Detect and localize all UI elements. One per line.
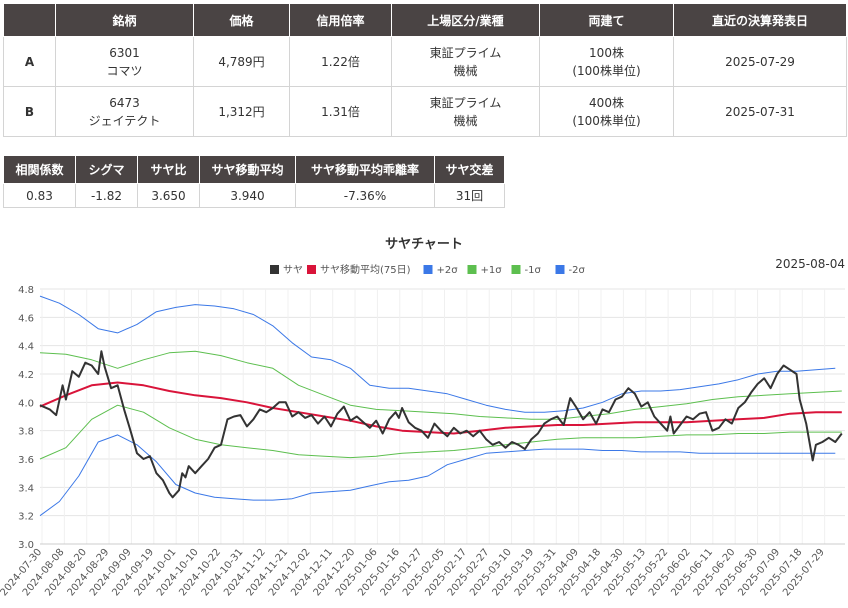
- header-market-sector: 上場区分/業種: [391, 3, 540, 37]
- margin-ratio-cell: 1.31倍: [289, 86, 392, 137]
- chart-legend: サヤ サヤ移動平均(75日) +2σ +1σ -1σ -2σ: [270, 263, 585, 276]
- series-line-2: [39, 295, 836, 413]
- stock-code[interactable]: 6301: [109, 45, 140, 60]
- y-tick-label: 3.4: [18, 483, 34, 494]
- spread-crosses-value: 31回: [434, 183, 505, 208]
- stock-name[interactable]: ジェイテクト: [88, 113, 161, 128]
- sigma-value: -1.82: [75, 183, 138, 208]
- margin-ratio-cell: 1.22倍: [289, 36, 392, 87]
- legend-swatch: [555, 265, 565, 274]
- header-stock: 銘柄: [55, 3, 194, 37]
- series-line-3: [39, 350, 842, 420]
- chart-date: 2025-08-04: [775, 257, 845, 271]
- legend-label: -2σ: [569, 265, 586, 276]
- legend-label: +1σ: [481, 265, 503, 276]
- series-line-4: [39, 404, 842, 460]
- stock-cell[interactable]: 6301 コマツ: [55, 36, 194, 87]
- row-label: B: [3, 86, 56, 137]
- series-line-5: [39, 434, 836, 517]
- market-label: 東証プライム: [429, 45, 502, 60]
- spread-chart: サヤチャート 2025-08-04 サヤ サヤ移動平均(75日) +2σ +1σ -1σ…: [0, 237, 845, 599]
- legend-swatch: [307, 265, 316, 274]
- pair-table-header: 銘柄 価格 信用倍率 上場区分/業種 両建て 直近の決算発表日: [3, 3, 847, 37]
- y-tick-label: 3.2: [18, 512, 34, 523]
- market-sector-cell: 東証プライム 機械: [391, 86, 540, 137]
- earnings-date-cell: 2025-07-31: [673, 86, 847, 137]
- table-row: B 6473 ジェイテクト 1,312円 1.31倍 東証プライム 機械 400株 (…: [3, 86, 847, 137]
- hedge-qty: 400株: [589, 95, 624, 110]
- legend-label: サヤ移動平均(75日): [320, 263, 411, 276]
- legend-swatch: [270, 265, 279, 274]
- legend-swatch: [467, 265, 477, 274]
- y-tick-label: 4.2: [18, 370, 34, 381]
- chart-title: サヤチャート: [385, 237, 463, 252]
- header-spread-crosses: サヤ交差: [434, 155, 505, 184]
- y-tick-label: 4.0: [18, 398, 34, 409]
- legend-label: -1σ: [525, 265, 542, 276]
- price-cell: 1,312円: [193, 86, 290, 137]
- market-sector-cell: 東証プライム 機械: [391, 36, 540, 87]
- header-blank: [3, 3, 56, 37]
- y-axis: 3.0 3.2 3.4 3.6 3.8 4.0 4.2 4.4 4.6 4.8: [18, 285, 34, 551]
- spread-ratio-value: 3.650: [137, 183, 200, 208]
- stock-cell[interactable]: 6473 ジェイテクト: [55, 86, 194, 137]
- stats-table: 相関係数 シグマ サヤ比 サヤ移動平均 サヤ移動平均乖離率 サヤ交差 0.83 …: [3, 155, 505, 208]
- chart-series: [39, 295, 843, 517]
- table-row: A 6301 コマツ 4,789円 1.22倍 東証プライム 機械 100株 (100…: [3, 36, 847, 87]
- spread-ma-deviation-value: -7.36%: [295, 183, 435, 208]
- market-label: 東証プライム: [429, 95, 502, 110]
- series-line-0: [39, 350, 843, 499]
- x-axis: 2024-07-302024-08-082024-08-202024-08-29…: [0, 547, 827, 599]
- legend-label: サヤ: [283, 264, 303, 276]
- row-label: A: [3, 36, 56, 87]
- header-spread-ma-deviation: サヤ移動平均乖離率: [295, 155, 435, 184]
- sector-label: 機械: [453, 63, 478, 78]
- header-hedge: 両建て: [539, 3, 674, 37]
- y-tick-label: 3.8: [18, 427, 34, 438]
- header-spread-ratio: サヤ比: [137, 155, 200, 184]
- header-earnings-date: 直近の決算発表日: [673, 3, 847, 37]
- header-sigma: シグマ: [75, 155, 138, 184]
- header-price: 価格: [193, 3, 290, 37]
- stats-row: 0.83 -1.82 3.650 3.940 -7.36% 31回: [3, 183, 505, 208]
- y-tick-label: 4.4: [18, 342, 34, 353]
- stats-header: 相関係数 シグマ サヤ比 サヤ移動平均 サヤ移動平均乖離率 サヤ交差: [3, 155, 505, 184]
- hedge-cell: 400株 (100株単位): [539, 86, 674, 137]
- y-tick-label: 4.6: [18, 313, 34, 324]
- hedge-cell: 100株 (100株単位): [539, 36, 674, 87]
- legend-label: +2σ: [437, 265, 459, 276]
- hedge-unit: (100株単位): [572, 63, 641, 78]
- legend-swatch: [423, 265, 433, 274]
- spread-ma-value: 3.940: [199, 183, 296, 208]
- header-correlation: 相関係数: [3, 155, 76, 184]
- pair-table: 銘柄 価格 信用倍率 上場区分/業種 両建て 直近の決算発表日 A 6301 コマ…: [3, 3, 847, 137]
- legend-swatch: [511, 265, 521, 274]
- stock-code[interactable]: 6473: [109, 95, 140, 110]
- y-tick-label: 3.0: [18, 540, 34, 551]
- header-margin-ratio: 信用倍率: [289, 3, 392, 37]
- hedge-qty: 100株: [589, 45, 624, 60]
- y-tick-label: 4.8: [18, 285, 34, 296]
- sector-label: 機械: [453, 113, 478, 128]
- hedge-unit: (100株単位): [572, 113, 641, 128]
- earnings-date-cell: 2025-07-29: [673, 36, 847, 87]
- header-spread-ma: サヤ移動平均: [199, 155, 296, 184]
- price-cell: 4,789円: [193, 36, 290, 87]
- y-tick-label: 3.6: [18, 455, 34, 466]
- correlation-value: 0.83: [3, 183, 76, 208]
- chart-grid: [40, 288, 845, 545]
- stock-name[interactable]: コマツ: [106, 63, 143, 78]
